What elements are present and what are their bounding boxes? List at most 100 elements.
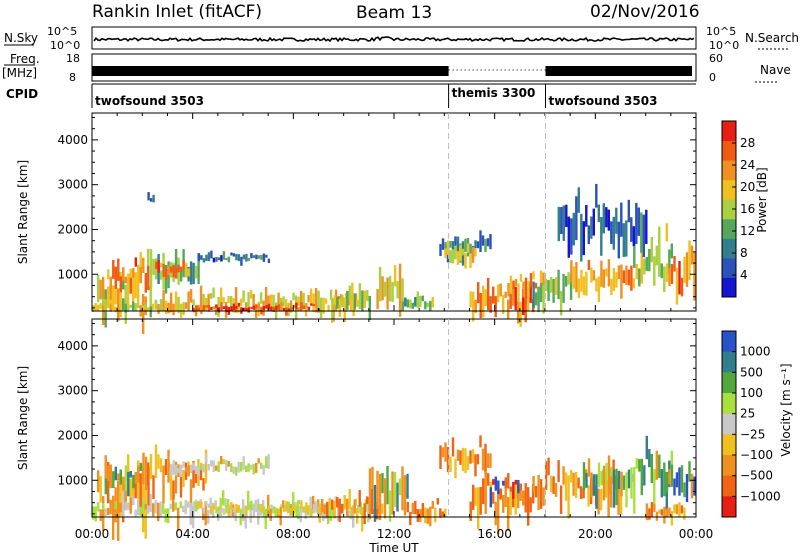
power-cell [187, 268, 190, 277]
power-cell [270, 306, 273, 312]
velocity-cell [164, 459, 168, 475]
velocity-cell [638, 458, 641, 472]
power-cell [333, 295, 336, 306]
velocity-cell [610, 466, 613, 477]
velocity-cell [464, 448, 467, 474]
velocity-cell [690, 473, 694, 499]
power-cell [142, 294, 145, 335]
velocity-cell [127, 472, 130, 497]
power-cell [376, 289, 379, 310]
velocity-cell [454, 458, 457, 479]
power-cell [504, 291, 507, 298]
power-cell [134, 303, 137, 311]
velocity-colorbar-band [722, 393, 736, 415]
power-cell [297, 307, 301, 311]
velocity-cell [645, 435, 648, 460]
power-cell [179, 266, 183, 272]
velocity-cell [366, 496, 369, 505]
freq-unit: [MHz] [2, 66, 37, 80]
power-cell [600, 217, 603, 256]
velocity-cell [247, 504, 251, 510]
velocity-cell [371, 466, 374, 490]
power-cell [134, 257, 137, 267]
power-cell [245, 307, 248, 311]
power-cell [244, 302, 248, 308]
velocity-cell [250, 500, 253, 510]
velocity-cell [132, 474, 135, 489]
power-cell [275, 305, 278, 310]
velocity-cell [444, 508, 447, 517]
power-colorbar-band [722, 199, 736, 220]
velocity-cell [441, 511, 444, 517]
velocity-cell [635, 458, 638, 469]
velocity-cell [597, 488, 600, 515]
velocity-cell [102, 503, 105, 510]
velocity-cell [282, 507, 286, 512]
power-cell [164, 300, 168, 314]
power-cell [207, 252, 211, 262]
velocity-colorbar-band [722, 413, 736, 435]
velocity-cell [532, 484, 535, 504]
power-cell [630, 265, 633, 291]
power-cell [575, 262, 578, 293]
velocity-cell [262, 465, 265, 475]
velocity-cell [260, 504, 263, 512]
velocity-cell [645, 503, 649, 521]
freq-band-twofsound-2 [545, 66, 692, 76]
beam-label: Beam 13 [356, 3, 432, 23]
power-cell [107, 286, 110, 300]
power-cell [590, 216, 593, 239]
velocity-cell [376, 470, 379, 509]
velocity-cell [260, 462, 263, 469]
velocity-cell [97, 502, 100, 512]
power-cell [640, 252, 643, 284]
velocity-cell [421, 503, 424, 518]
velocity-cell [353, 499, 356, 514]
power-cell [625, 220, 628, 257]
velocity-cell [202, 464, 205, 473]
power-cell [314, 288, 318, 307]
velocity-cell [482, 478, 485, 505]
velocity-cell [154, 444, 158, 478]
velocity-cell [290, 508, 293, 516]
velocity-cell [172, 480, 175, 500]
velocity-cell [285, 501, 288, 512]
power-cell [227, 296, 230, 304]
velocity-cell [315, 502, 318, 513]
velocity-cell [172, 460, 175, 475]
power-cell [129, 277, 132, 294]
time-tick-label: 12:00 [377, 527, 412, 541]
velocity-cell [259, 508, 262, 516]
power-cell [658, 226, 661, 277]
velocity-cell [204, 449, 208, 484]
velocity-cell [640, 458, 643, 496]
power-cell [404, 297, 407, 307]
velocity-cell [599, 488, 603, 511]
power-cell [522, 289, 525, 315]
power-cell [302, 292, 305, 308]
power-cell [653, 256, 656, 286]
power-cell [309, 288, 313, 306]
velocity-colorbar-frame [721, 330, 737, 518]
power-cell [132, 268, 135, 278]
power-cell [507, 299, 510, 320]
power-cell [449, 240, 452, 248]
power-cell [620, 264, 623, 299]
time-tick-label: 08:00 [276, 527, 311, 541]
velocity-colorbar-band [722, 496, 736, 518]
velocity-cell [104, 455, 107, 486]
velocity-cell [627, 469, 631, 489]
power-cell [602, 203, 605, 234]
power-cell [570, 218, 573, 255]
velocity-cell [522, 490, 525, 506]
velocity-cell [190, 464, 193, 473]
power-cell [559, 290, 563, 316]
power-cell [529, 273, 533, 288]
power-cell [627, 199, 630, 223]
power-cell [615, 272, 618, 288]
velocity-cell [307, 505, 311, 511]
power-cell [648, 249, 651, 272]
velocity-cell [147, 505, 150, 514]
power-cell [509, 291, 512, 309]
velocity-cell [104, 478, 107, 495]
